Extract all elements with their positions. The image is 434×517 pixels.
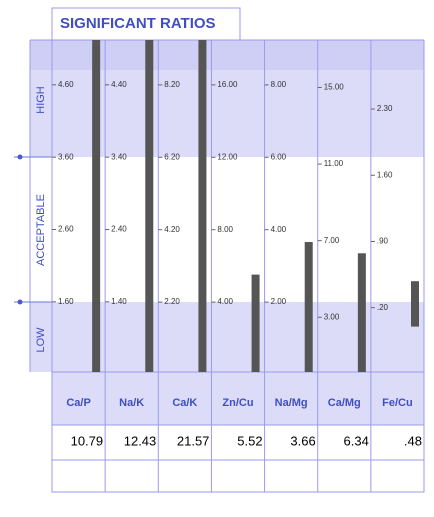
bar [251,274,260,372]
y-tick-label: 12.00 [217,152,238,161]
y-tick-label: 1.40 [111,297,127,306]
bar [145,40,154,372]
bar [357,253,366,372]
zone-label: HIGH [35,86,47,114]
y-tick-label: 8.00 [271,80,287,89]
zone-label: ACCEPTABLE [35,194,47,266]
y-tick-label: 2.20 [164,297,180,306]
value-label: 6.34 [344,433,369,448]
header-row [52,372,424,425]
category-label: Ca/Mg [328,397,361,409]
category-label: Na/Mg [275,397,308,409]
y-tick-label: 7.00 [324,236,340,245]
y-tick-label: 1.60 [377,170,393,179]
category-label: Zn/Cu [222,397,253,409]
y-tick-label: 8.20 [164,80,180,89]
value-label: 5.52 [237,433,262,448]
y-tick-label: 16.00 [217,80,238,89]
title: SIGNIFICANT RATIOS [60,15,216,32]
y-tick-label: 8.00 [217,225,233,234]
y-tick-label: 6.00 [271,152,287,161]
category-label: Fe/Cu [382,397,413,409]
value-label: 3.66 [290,433,315,448]
y-tick-label: 11.00 [324,159,344,168]
y-tick-label: 4.00 [217,297,233,306]
y-tick-label: 6.20 [164,152,180,161]
category-label: Ca/P [66,397,90,409]
value-label: 10.79 [71,433,104,448]
bar [198,40,207,372]
category-label: Ca/K [172,397,197,409]
y-tick-label: 4.60 [58,80,74,89]
y-tick-label: 2.40 [111,225,127,234]
y-tick-label: 4.20 [164,225,180,234]
y-tick-label: 3.40 [111,152,127,161]
bar [411,281,419,327]
y-tick-label: 1.60 [58,297,74,306]
boundary-dot [17,154,23,160]
y-tick-label: 4.40 [111,80,127,89]
high-zone-top [30,40,424,70]
y-tick-label: 4.00 [271,225,287,234]
y-tick-label: .90 [377,237,389,246]
y-tick-label: 2.00 [271,297,287,306]
category-label: Na/K [119,397,144,409]
value-rows [51,424,425,493]
bar [92,40,101,372]
y-tick-label: 2.60 [58,225,74,234]
bar [304,242,313,372]
value-label: .48 [404,433,422,448]
title-box [51,7,241,41]
value-label: 12.43 [124,433,157,448]
y-tick-label: .20 [377,303,389,312]
value-label: 21.57 [177,433,210,448]
y-tick-label: 15.00 [324,83,345,92]
y-tick-label: 3.00 [324,312,340,321]
boundary-dot [17,299,23,305]
y-tick-label: 3.60 [58,152,74,161]
y-tick-label: 2.30 [377,104,393,113]
zone-label: LOW [35,327,47,353]
